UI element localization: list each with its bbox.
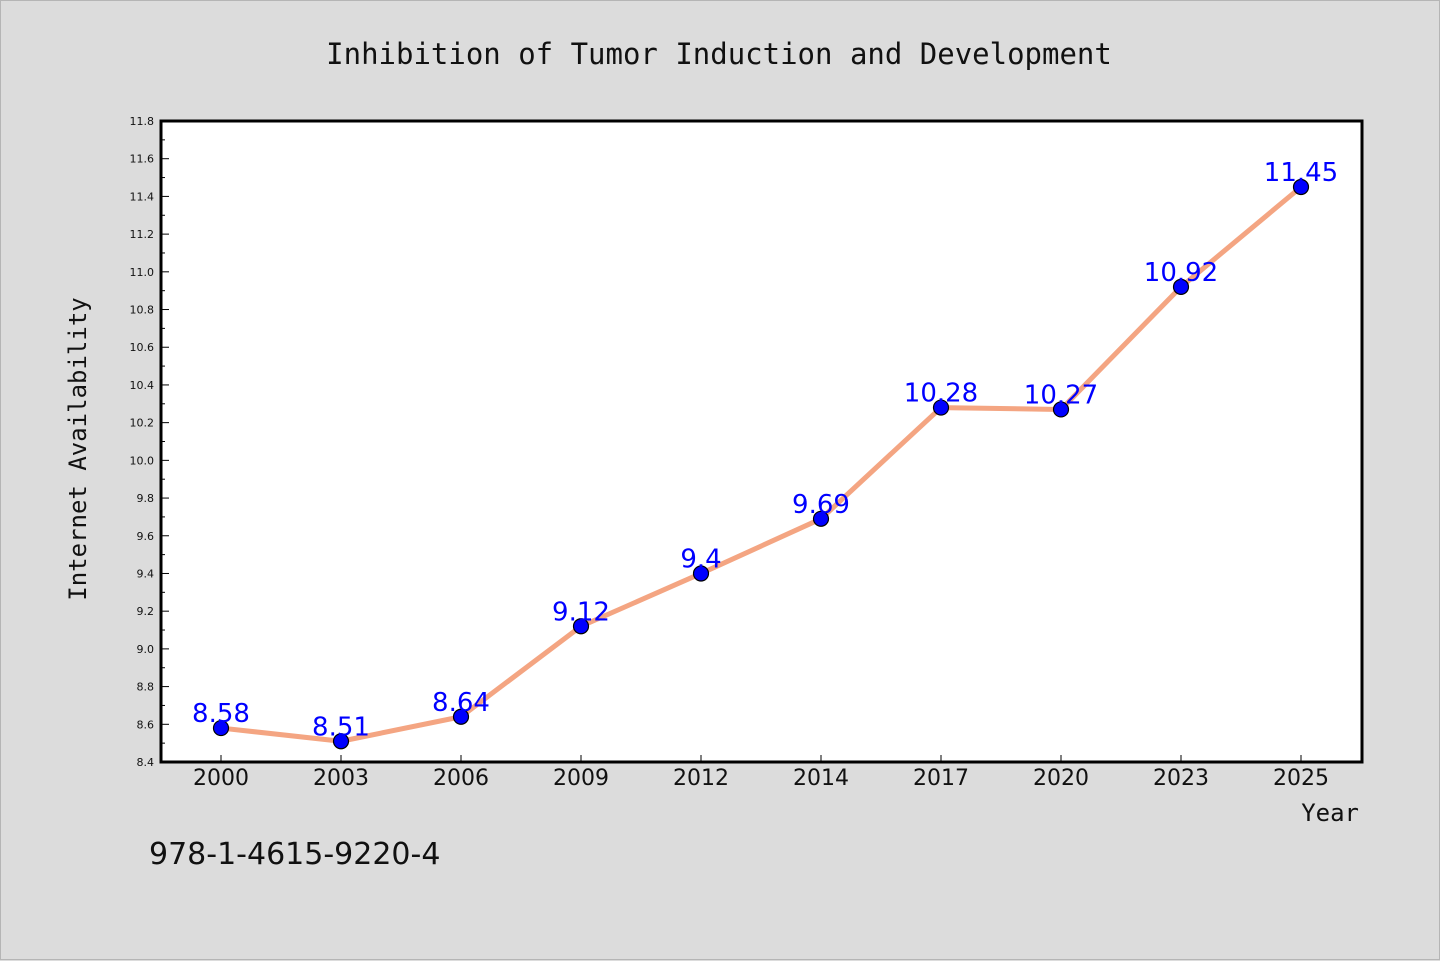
y-tick-label: 9.8 <box>137 492 155 505</box>
plot-area <box>159 119 1364 764</box>
x-tick-label: 2020 <box>1033 766 1089 791</box>
chart-title: Inhibition of Tumor Induction and Develo… <box>326 37 1112 71</box>
x-tick-label: 2006 <box>433 766 489 791</box>
y-tick-label: 9.4 <box>137 567 155 580</box>
x-tick-label: 2025 <box>1273 766 1329 791</box>
data-label: 11.45 <box>1264 158 1338 188</box>
data-point <box>1052 401 1070 418</box>
data-label: 9.69 <box>792 490 850 520</box>
series-group <box>212 178 1310 750</box>
data-point <box>572 618 590 635</box>
data-point <box>812 510 830 527</box>
x-tick-label: 2017 <box>913 766 969 791</box>
series-line <box>218 184 1304 744</box>
y-tick-label: 8.6 <box>137 718 155 731</box>
x-tick-label: 2023 <box>1153 766 1209 791</box>
data-label: 10.92 <box>1144 258 1218 288</box>
y-tick-label: 8.4 <box>137 756 155 769</box>
data-label: 8.51 <box>312 712 370 742</box>
data-point <box>332 733 350 750</box>
x-axis: 2000 2003 2006 2009 2012 2014 2017 2020 2023 2025 <box>193 755 1329 791</box>
x-tick-label: 2012 <box>673 766 729 791</box>
y-tick-label: 11.2 <box>130 228 155 241</box>
y-tick-label: 11.8 <box>130 115 155 128</box>
y-tick-label: 9.6 <box>137 530 155 543</box>
y-tick-label: 10.0 <box>130 454 155 467</box>
data-label: 8.58 <box>192 699 250 729</box>
y-tick-label: 10.4 <box>130 379 155 392</box>
y-tick-label: 11.6 <box>130 153 155 166</box>
x-tick-label: 2009 <box>553 766 609 791</box>
data-point <box>932 399 950 416</box>
data-label: 9.4 <box>680 544 721 574</box>
x-tick-label: 2003 <box>313 766 369 791</box>
y-tick-label: 10.8 <box>130 304 155 317</box>
y-tick-label: 9.0 <box>137 643 155 656</box>
data-label: 9.12 <box>552 597 610 627</box>
data-point <box>692 565 710 582</box>
y-axis: 8.4 8.6 8.8 9.0 9.2 9.4 9.6 9.8 10.0 10.2 10.4 10.6… <box>130 115 169 769</box>
y-tick-label: 11.4 <box>130 190 155 203</box>
y-tick-label: 10.2 <box>130 417 155 430</box>
data-point <box>1172 278 1190 296</box>
isbn-footer: 978-1-4615-9220-4 <box>149 837 440 872</box>
data-point <box>212 719 230 737</box>
data-label: 10.28 <box>904 379 978 409</box>
data-point <box>1292 178 1310 196</box>
data-point <box>452 708 470 725</box>
x-axis-title: Year <box>1301 799 1359 827</box>
x-tick-label: 2000 <box>193 766 249 791</box>
data-label: 8.64 <box>432 688 490 718</box>
y-tick-label: 9.2 <box>137 605 155 618</box>
x-tick-label: 2014 <box>793 766 849 791</box>
y-tick-label: 10.6 <box>130 341 155 354</box>
y-axis-title: Internet Availability <box>64 297 92 600</box>
y-tick-label: 8.8 <box>137 681 155 694</box>
data-label-group: 8.58 8.51 8.64 9.12 9.4 9.69 10.28 10.27 10.92 11… <box>192 158 1338 742</box>
y-tick-label: 11.0 <box>130 266 155 279</box>
data-label: 10.27 <box>1024 380 1098 410</box>
